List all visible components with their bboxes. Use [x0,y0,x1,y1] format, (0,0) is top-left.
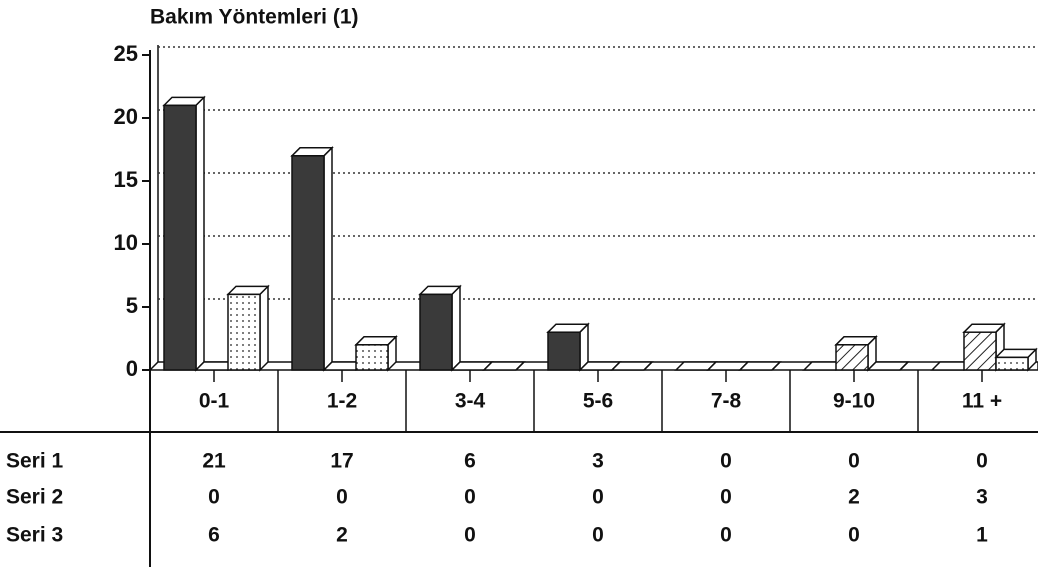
bar-face [291,155,325,371]
x-tick-label: 3-4 [455,390,486,413]
bar [162,95,206,372]
bar-face [547,331,581,371]
y-tick-label: 5 [126,293,138,318]
bar [866,361,910,371]
data-table-value: 0 [336,486,348,509]
bar-face [995,356,1029,371]
y-tick-label: 0 [126,356,138,381]
bar [226,284,270,372]
bar [482,361,526,371]
x-tick-label: 7-8 [711,390,742,413]
y-tick-label: 15 [114,167,138,192]
x-tick-label: 9-10 [833,390,875,413]
bar-face [323,145,333,372]
x-tick-label: 5-6 [583,390,613,413]
y-tick-label: 10 [114,230,138,255]
data-table-value: 2 [336,524,348,547]
data-table-value: 0 [720,450,732,473]
bar-face [451,284,461,372]
bar-face [899,361,909,371]
bar [834,334,878,372]
data-table-value: 0 [848,450,860,473]
data-table-value: 0 [208,486,220,509]
bar [354,334,398,372]
x-tick-label: 0-1 [199,390,230,413]
data-table-value: 6 [464,450,476,473]
legend-label: Seri 3 [6,524,63,547]
data-table-value: 1 [976,524,988,547]
bar-face [515,361,525,371]
bar-face [227,293,261,371]
bar [962,322,1006,372]
legend-label: Seri 2 [6,486,63,509]
data-table-value: 3 [592,450,604,473]
y-tick-label: 25 [114,41,138,66]
bar-face [355,344,389,371]
bar-face [195,95,205,372]
bar [290,145,334,372]
bar [994,347,1038,372]
data-table-value: 21 [202,450,226,473]
legend-label: Seri 1 [6,450,64,473]
chart-title: Bakım Yöntemleri (1) [150,6,359,29]
bar [738,361,782,371]
bar-face [771,361,781,371]
bar [418,284,462,372]
x-tick-label: 11 + [962,390,1002,413]
data-table-value: 17 [330,450,353,473]
data-table-value: 0 [848,524,860,547]
x-tick-label: 1-2 [327,390,357,413]
bar [546,322,590,372]
data-table-value: 0 [720,486,732,509]
bar-face [163,104,197,371]
data-table-value: 0 [976,450,988,473]
bar-face [963,331,997,371]
data-table-value: 2 [848,486,860,509]
data-table-value: 6 [208,524,220,547]
data-table-value: 3 [976,486,988,509]
data-table-value: 0 [464,486,476,509]
bar-face [259,284,269,372]
bar-face [643,361,653,371]
bar-face [835,344,869,371]
y-tick-label: 20 [114,104,138,129]
bar-face [419,293,453,371]
data-table-value: 0 [592,486,604,509]
data-table-value: 0 [592,524,604,547]
data-table-value: 0 [464,524,476,547]
bar [610,361,654,371]
data-table-value: 0 [720,524,732,547]
